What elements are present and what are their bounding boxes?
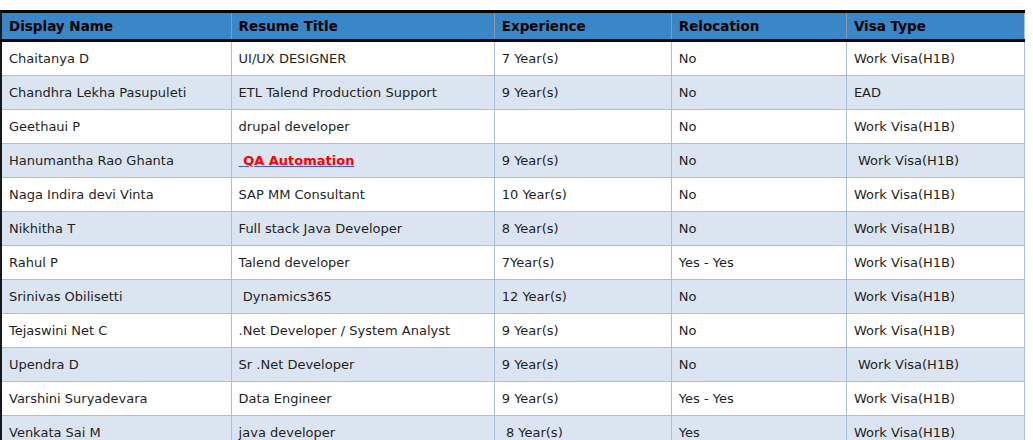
display-name-cell: Geethaui P bbox=[1, 110, 231, 144]
relocation-cell: No bbox=[671, 144, 846, 178]
visa-type-cell: Work Visa(H1B) bbox=[846, 348, 1024, 382]
relocation-cell: No bbox=[671, 280, 846, 314]
relocation-cell: No bbox=[671, 41, 846, 76]
visa-type-cell: Work Visa(H1B) bbox=[846, 212, 1024, 246]
resume-title-cell: Full stack Java Developer bbox=[231, 212, 494, 246]
table-row: Rahul PTalend developer7Year(s)Yes - Yes… bbox=[1, 246, 1025, 280]
experience-cell: 9 Year(s) bbox=[494, 348, 671, 382]
table-header: Display Name Resume Title Experience Rel… bbox=[1, 12, 1025, 41]
visa-type-cell: Work Visa(H1B) bbox=[846, 246, 1024, 280]
column-header-display-name: Display Name bbox=[1, 12, 231, 41]
table-row: Srinivas Obilisetti Dynamics36512 Year(s… bbox=[1, 280, 1025, 314]
resume-title-cell: java developer bbox=[231, 416, 494, 440]
visa-type-cell: Work Visa(H1B) bbox=[846, 382, 1024, 416]
experience-cell: 8 Year(s) bbox=[494, 212, 671, 246]
relocation-cell: No bbox=[671, 76, 846, 110]
relocation-cell: Yes - Yes bbox=[671, 382, 846, 416]
table-row: Chandhra Lekha PasupuletiETL Talend Prod… bbox=[1, 76, 1025, 110]
display-name-cell: Naga Indira devi Vinta bbox=[1, 178, 231, 212]
display-name-cell: Chaitanya D bbox=[1, 41, 231, 76]
display-name-cell: Varshini Suryadevara bbox=[1, 382, 231, 416]
visa-type-cell: Work Visa(H1B) bbox=[846, 178, 1024, 212]
table-row: Venkata Sai Mjava developer 8 Year(s)Yes… bbox=[1, 416, 1025, 440]
candidates-table: Display Name Resume Title Experience Rel… bbox=[0, 10, 1025, 440]
table-row: Upendra DSr .Net Developer9 Year(s)No Wo… bbox=[1, 348, 1025, 382]
visa-type-cell: Work Visa(H1B) bbox=[846, 314, 1024, 348]
column-header-relocation: Relocation bbox=[671, 12, 846, 41]
table-row: Tejaswini Net C.Net Developer / System A… bbox=[1, 314, 1025, 348]
table-row: Geethaui Pdrupal developer NoWork Visa(H1… bbox=[1, 110, 1025, 144]
experience-cell: 9 Year(s) bbox=[494, 144, 671, 178]
display-name-cell: Rahul P bbox=[1, 246, 231, 280]
display-name-cell: Hanumantha Rao Ghanta bbox=[1, 144, 231, 178]
relocation-cell: No bbox=[671, 110, 846, 144]
experience-cell: 9 Year(s) bbox=[494, 382, 671, 416]
relocation-cell: Yes bbox=[671, 416, 846, 440]
visa-type-cell: EAD bbox=[846, 76, 1024, 110]
experience-cell: 9 Year(s) bbox=[494, 314, 671, 348]
visa-type-cell: Work Visa(H1B) bbox=[846, 280, 1024, 314]
display-name-cell: Chandhra Lekha Pasupuleti bbox=[1, 76, 231, 110]
display-name-cell: Nikhitha T bbox=[1, 212, 231, 246]
resume-title-cell: Talend developer bbox=[231, 246, 494, 280]
display-name-cell: Tejaswini Net C bbox=[1, 314, 231, 348]
experience-cell: 7Year(s) bbox=[494, 246, 671, 280]
experience-cell: 10 Year(s) bbox=[494, 178, 671, 212]
resume-title-cell: QA Automation bbox=[231, 144, 494, 178]
table-body: Chaitanya DUI/UX DESIGNER7 Year(s)NoWork… bbox=[1, 41, 1025, 440]
display-name-cell: Upendra D bbox=[1, 348, 231, 382]
column-header-experience: Experience bbox=[494, 12, 671, 41]
candidates-table-container: Display Name Resume Title Experience Rel… bbox=[0, 10, 1025, 440]
relocation-cell: No bbox=[671, 348, 846, 382]
visa-type-cell: Work Visa(H1B) bbox=[846, 144, 1024, 178]
resume-title-cell: Sr .Net Developer bbox=[231, 348, 494, 382]
relocation-cell: No bbox=[671, 212, 846, 246]
resume-title-cell: ETL Talend Production Support bbox=[231, 76, 494, 110]
relocation-cell: No bbox=[671, 314, 846, 348]
table-row: Naga Indira devi VintaSAP MM Consultant1… bbox=[1, 178, 1025, 212]
display-name-cell: Venkata Sai M bbox=[1, 416, 231, 440]
column-header-visa-type: Visa Type bbox=[846, 12, 1024, 41]
relocation-cell: Yes - Yes bbox=[671, 246, 846, 280]
experience-cell: 8 Year(s) bbox=[494, 416, 671, 440]
header-row: Display Name Resume Title Experience Rel… bbox=[1, 12, 1025, 41]
table-row: Varshini SuryadevaraData Engineer9 Year(… bbox=[1, 382, 1025, 416]
resume-title-link[interactable]: QA Automation bbox=[239, 153, 355, 168]
experience-cell bbox=[494, 110, 671, 144]
resume-title-cell: Dynamics365 bbox=[231, 280, 494, 314]
display-name-cell: Srinivas Obilisetti bbox=[1, 280, 231, 314]
resume-title-cell: UI/UX DESIGNER bbox=[231, 41, 494, 76]
table-row: Hanumantha Rao Ghanta QA Automation 9 Yea… bbox=[1, 144, 1025, 178]
relocation-cell: No bbox=[671, 178, 846, 212]
experience-cell: 12 Year(s) bbox=[494, 280, 671, 314]
experience-cell: 9 Year(s) bbox=[494, 76, 671, 110]
table-row: Chaitanya DUI/UX DESIGNER7 Year(s)NoWork… bbox=[1, 41, 1025, 76]
column-header-resume-title: Resume Title bbox=[231, 12, 494, 41]
resume-title-cell: drupal developer bbox=[231, 110, 494, 144]
table-row: Nikhitha TFull stack Java Developer8 Yea… bbox=[1, 212, 1025, 246]
resume-title-cell: Data Engineer bbox=[231, 382, 494, 416]
resume-title-cell: .Net Developer / System Analyst bbox=[231, 314, 494, 348]
visa-type-cell: Work Visa(H1B) bbox=[846, 41, 1024, 76]
visa-type-cell: Work Visa(H1B) bbox=[846, 110, 1024, 144]
visa-type-cell: Work Visa(H1B) bbox=[846, 416, 1024, 440]
experience-cell: 7 Year(s) bbox=[494, 41, 671, 76]
resume-title-cell: SAP MM Consultant bbox=[231, 178, 494, 212]
